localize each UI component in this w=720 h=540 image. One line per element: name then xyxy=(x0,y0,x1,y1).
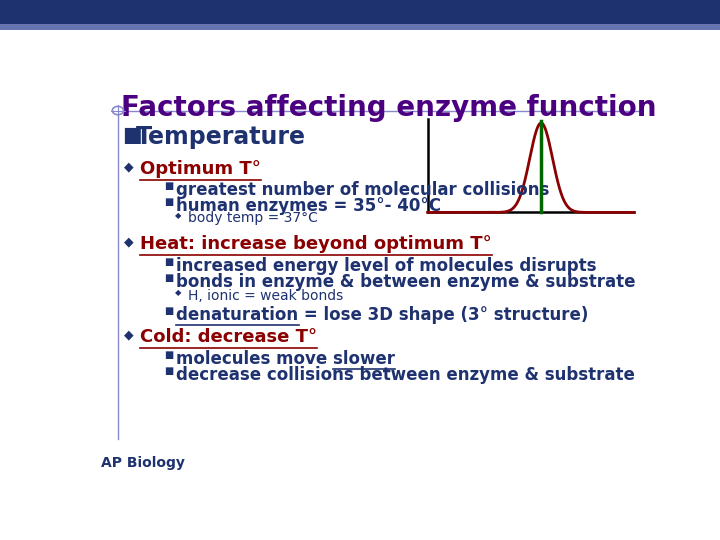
Text: ■: ■ xyxy=(164,181,174,191)
Text: ■: ■ xyxy=(164,306,174,316)
Text: ◆: ◆ xyxy=(176,288,182,298)
Text: Optimum T°: Optimum T° xyxy=(140,160,261,178)
Text: ■: ■ xyxy=(164,273,174,283)
Text: Heat: increase beyond optimum T°: Heat: increase beyond optimum T° xyxy=(140,235,492,253)
Text: Factors affecting enzyme function: Factors affecting enzyme function xyxy=(121,94,656,122)
Text: ■: ■ xyxy=(164,197,174,207)
Text: ◆: ◆ xyxy=(176,211,182,220)
Text: body temp = 37°C: body temp = 37°C xyxy=(188,211,318,225)
Text: human enzymes = 35°- 40°C: human enzymes = 35°- 40°C xyxy=(176,197,441,215)
Text: bonds in enzyme & between enzyme & substrate: bonds in enzyme & between enzyme & subst… xyxy=(176,273,636,291)
Text: ■: ■ xyxy=(164,366,174,376)
Text: greatest number of molecular collisions: greatest number of molecular collisions xyxy=(176,181,550,199)
Text: ◆: ◆ xyxy=(124,235,133,248)
Text: ■: ■ xyxy=(164,349,174,360)
Text: ■: ■ xyxy=(122,125,142,145)
Text: ■: ■ xyxy=(164,257,174,267)
Text: decrease collisions between enzyme & substrate: decrease collisions between enzyme & sub… xyxy=(176,366,635,384)
Text: Cold: decrease T°: Cold: decrease T° xyxy=(140,328,318,346)
Text: denaturation = lose 3D shape (3° structure): denaturation = lose 3D shape (3° structu… xyxy=(176,306,589,324)
Text: AP Biology: AP Biology xyxy=(101,456,185,470)
Text: ◆: ◆ xyxy=(124,328,133,341)
Text: increased energy level of molecules disrupts: increased energy level of molecules disr… xyxy=(176,257,597,275)
Text: molecules move slower: molecules move slower xyxy=(176,349,395,368)
Text: H, ionic = weak bonds: H, ionic = weak bonds xyxy=(188,288,343,302)
Circle shape xyxy=(112,106,124,114)
Text: ◆: ◆ xyxy=(124,160,133,173)
Text: Temperature: Temperature xyxy=(136,125,306,149)
